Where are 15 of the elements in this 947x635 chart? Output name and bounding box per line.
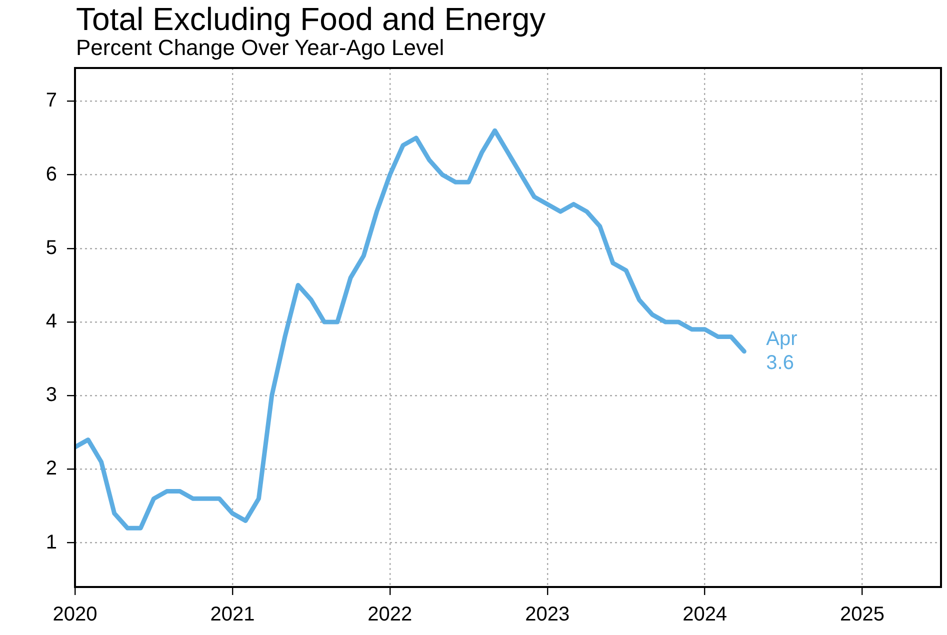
y-tick-label: 5 <box>46 236 57 259</box>
y-tick-label: 4 <box>46 310 57 332</box>
y-tick-label: 6 <box>46 163 57 186</box>
annotation: Apr 3.6 <box>766 328 798 374</box>
y-tick-label: 1 <box>46 531 57 554</box>
x-tick-label: 2023 <box>525 604 570 626</box>
y-tick-label: 3 <box>46 384 57 406</box>
y-tick-label: 7 <box>46 90 57 112</box>
x-tick-label: 2024 <box>682 604 728 626</box>
x-tick-label: 2020 <box>52 604 98 626</box>
x-tick-label: 2022 <box>368 604 412 626</box>
x-tick-label: 2025 <box>840 604 885 626</box>
y-tick-label: 2 <box>46 458 57 480</box>
chart-title: Total Excluding Food and Energy <box>76 1 546 37</box>
x-tick-label: 2021 <box>210 604 255 626</box>
